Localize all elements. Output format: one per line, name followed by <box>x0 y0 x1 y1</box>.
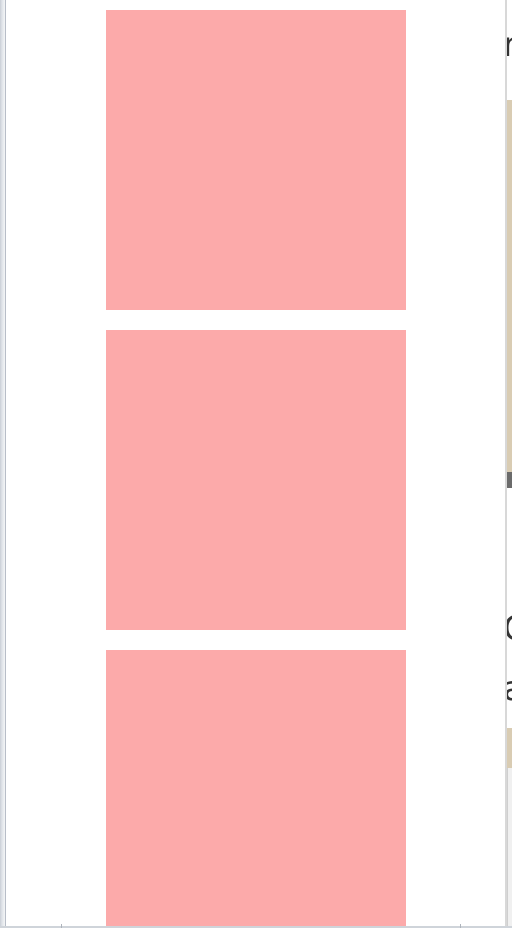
clipped-text-fragment: a <box>506 672 512 706</box>
pink-tile-3[interactable] <box>106 650 406 928</box>
background-window-strip: r C a <box>506 0 512 928</box>
left-window-edge <box>0 0 6 928</box>
clipped-text-fragment: C <box>506 612 512 646</box>
background-window-text-area: r <box>506 0 512 100</box>
pink-tile-2[interactable] <box>106 330 406 630</box>
bottom-divider-tick <box>460 924 461 928</box>
left-window-border <box>5 0 6 928</box>
background-window-fill <box>507 0 512 768</box>
background-window-lower-panel <box>507 768 512 928</box>
bottom-divider-tick <box>61 924 62 928</box>
background-scrollbar-thumb[interactable] <box>506 472 512 488</box>
background-window-text-area-lower: C a <box>506 488 512 728</box>
clipped-text-fragment: r <box>506 28 512 62</box>
tile-panel <box>6 0 506 928</box>
panel-right-border <box>505 0 507 928</box>
pink-tile-1[interactable] <box>106 10 406 310</box>
bottom-border <box>0 926 512 928</box>
